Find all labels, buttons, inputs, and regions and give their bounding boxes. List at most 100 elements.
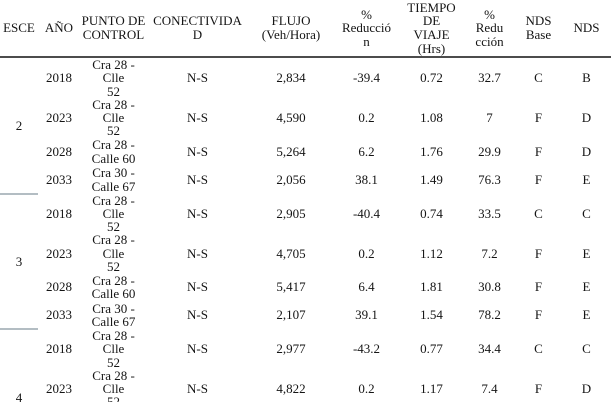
col-header-conectividad: CONECTIVIDA D bbox=[147, 0, 248, 58]
time-reduction-cell: 7.2 bbox=[481, 245, 498, 261]
flow-cell: 4,590 bbox=[276, 110, 306, 125]
connectivity-cell: N-S bbox=[187, 245, 208, 261]
flow-cell: 2,107 bbox=[276, 307, 306, 323]
col-header-reduccion-tiempo: % Redu cción bbox=[464, 0, 515, 58]
table-header: ESCE AÑO PUNTO DE CONTROL CONECTIVIDA D … bbox=[0, 0, 611, 58]
table-row: 2028 Cra 28 - Calle 60 N-S 5,264 6.2 1.7… bbox=[0, 138, 611, 166]
table-row: 2 2018 Cra 28 - Clle 52 N-S 2,834 -39.4 … bbox=[0, 57, 611, 195]
travel-time-cell: 1.12 bbox=[420, 245, 443, 261]
col-header-ano: AÑO bbox=[38, 0, 80, 58]
connectivity-cell: N-S bbox=[187, 307, 208, 323]
nds-base-cell: C bbox=[534, 205, 543, 221]
nds-cell: E bbox=[582, 245, 591, 261]
col-header-reduccion-flujo: % Reducció n bbox=[334, 0, 399, 58]
nds-base-cell: C bbox=[534, 341, 543, 357]
flow-reduction-cell: 38.1 bbox=[355, 171, 378, 187]
control-point-cell: Cra 28 - Clle 52 bbox=[92, 97, 135, 138]
table-row: 2028 Cra 28 - Calle 60 N-S 5,417 6.4 1.8… bbox=[0, 273, 611, 301]
table-row: 2023 Cra 28 - Clle 52 N-S 4,590 0.2 1.08… bbox=[0, 98, 611, 138]
connectivity-cell: N-S bbox=[187, 70, 208, 86]
control-point-cell: Cra 30 - Calle 67 bbox=[91, 301, 136, 329]
time-reduction-cell: 7.4 bbox=[481, 381, 498, 396]
nds-base-cell: F bbox=[534, 381, 543, 396]
nds-cell: D bbox=[581, 143, 592, 159]
travel-time-cell: 1.81 bbox=[420, 279, 443, 295]
flow-cell: 5,264 bbox=[276, 143, 306, 159]
connectivity-cell: N-S bbox=[187, 381, 208, 396]
col-header-tiempo-viaje: TIEMPO DE VIAJE (Hrs) bbox=[399, 0, 464, 58]
nds-cell: E bbox=[582, 279, 591, 295]
control-point-cell: Cra 28 - Calle 60 bbox=[91, 273, 136, 301]
flow-reduction-cell: -43.2 bbox=[352, 341, 381, 357]
flow-reduction-cell: 0.2 bbox=[358, 245, 375, 261]
col-header-punto-de-control: PUNTO DE CONTROL bbox=[80, 0, 147, 58]
nds-base-cell: F bbox=[534, 307, 543, 323]
table-body: 2 2018 Cra 28 - Clle 52 N-S 2,834 -39.4 … bbox=[0, 57, 611, 402]
control-point-cell: Cra 28 - Calle 60 bbox=[91, 137, 136, 166]
flow-reduction-cell: 6.2 bbox=[358, 143, 375, 159]
year-cell: 2033 bbox=[46, 171, 72, 187]
nds-base-cell: F bbox=[534, 279, 543, 295]
flow-reduction-cell: -40.4 bbox=[352, 205, 381, 221]
flow-cell: 2,056 bbox=[276, 171, 306, 187]
travel-time-cell: 1.08 bbox=[420, 110, 443, 125]
travel-time-cell: 0.74 bbox=[420, 205, 443, 221]
control-point-cell: Cra 28 - Clle 52 bbox=[92, 193, 135, 234]
control-point-cell: Cra 28 - Clle 52 bbox=[92, 57, 135, 98]
table-row: 2033 Cra 30 - Calle 67 N-S 2,107 39.1 1.… bbox=[0, 301, 611, 329]
nds-cell: E bbox=[582, 171, 591, 187]
connectivity-cell: N-S bbox=[187, 279, 208, 295]
travel-time-cell: 1.49 bbox=[420, 171, 443, 187]
col-header-nds-base: NDS Base bbox=[515, 0, 562, 58]
flow-reduction-cell: 39.1 bbox=[355, 307, 378, 323]
flow-reduction-cell: -39.4 bbox=[352, 70, 381, 86]
travel-time-cell: 0.77 bbox=[420, 341, 443, 357]
col-header-flujo: FLUJO (Veh/Hora) bbox=[248, 0, 334, 58]
table-row: 2033 Cra 30 - Calle 67 N-S 2,056 38.1 1.… bbox=[0, 166, 611, 194]
flow-cell: 5,417 bbox=[276, 279, 306, 295]
scenario-group-cell: 2 bbox=[0, 57, 38, 195]
col-header-esce: ESCE bbox=[0, 0, 38, 58]
flow-reduction-cell: 0.2 bbox=[358, 381, 375, 396]
nds-base-cell: F bbox=[534, 245, 543, 261]
nds-cell: C bbox=[582, 205, 591, 221]
nds-cell: D bbox=[581, 381, 592, 396]
time-reduction-cell: 29.9 bbox=[478, 143, 501, 159]
connectivity-cell: N-S bbox=[187, 205, 208, 221]
table-row: 2023 Cra 28 - Clle 52 N-S 4,705 0.2 1.12… bbox=[0, 233, 611, 273]
scenario-group-cell: 4 bbox=[0, 329, 38, 402]
time-reduction-cell: 78.2 bbox=[478, 307, 501, 323]
year-cell: 2023 bbox=[46, 110, 72, 125]
header-row: ESCE AÑO PUNTO DE CONTROL CONECTIVIDA D … bbox=[0, 0, 611, 58]
control-point-cell: Cra 28 - Clle 52 bbox=[92, 368, 135, 402]
flow-cell: 2,977 bbox=[276, 341, 306, 357]
flow-cell: 2,905 bbox=[276, 205, 306, 221]
nds-base-cell: F bbox=[534, 110, 543, 125]
scenario-group-cell: 3 bbox=[0, 193, 38, 330]
travel-time-cell: 1.54 bbox=[420, 307, 443, 323]
control-point-cell: Cra 28 - Clle 52 bbox=[92, 329, 135, 369]
year-cell: 2023 bbox=[46, 381, 72, 396]
year-cell: 2018 bbox=[46, 70, 72, 86]
time-reduction-cell: 30.8 bbox=[478, 279, 501, 295]
nds-base-cell: F bbox=[534, 143, 543, 159]
travel-time-cell: 0.72 bbox=[420, 70, 443, 86]
nds-cell: B bbox=[582, 70, 591, 86]
year-cell: 2028 bbox=[46, 143, 72, 159]
year-cell: 2018 bbox=[46, 205, 72, 221]
nds-cell: D bbox=[581, 110, 592, 125]
time-reduction-cell: 76.3 bbox=[478, 171, 501, 187]
table-row: 4 2018 Cra 28 - Clle 52 N-S 2,977 -43.2 … bbox=[0, 329, 611, 402]
year-cell: 2033 bbox=[46, 307, 72, 323]
connectivity-cell: N-S bbox=[187, 341, 208, 357]
time-reduction-cell: 34.4 bbox=[478, 341, 501, 357]
connectivity-cell: N-S bbox=[187, 110, 208, 125]
time-reduction-cell: 7 bbox=[486, 110, 493, 125]
table-row: 3 2018 Cra 28 - Clle 52 N-S 2,905 -40.4 … bbox=[0, 193, 611, 330]
time-reduction-cell: 33.5 bbox=[478, 205, 501, 221]
nds-cell: E bbox=[582, 307, 591, 323]
year-cell: 2023 bbox=[46, 245, 72, 261]
col-header-nds: NDS bbox=[562, 0, 611, 58]
flow-reduction-cell: 0.2 bbox=[358, 110, 375, 125]
